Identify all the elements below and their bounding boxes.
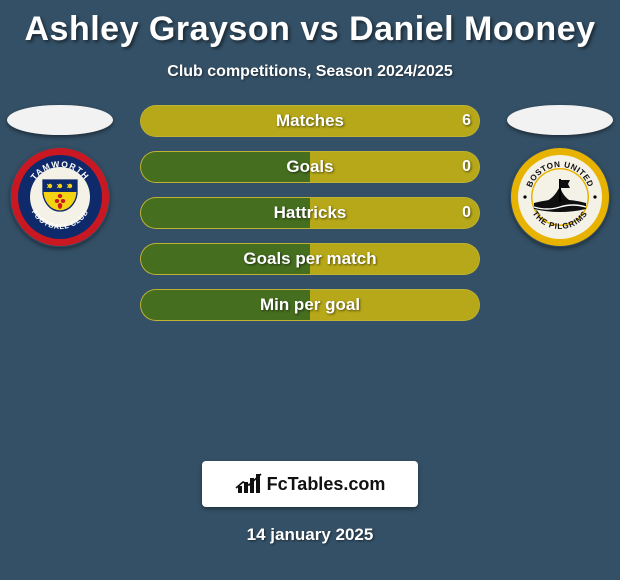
stat-row: Goals per match bbox=[140, 243, 480, 275]
stat-label: Goals per match bbox=[243, 249, 376, 269]
stat-row: 0 Hattricks bbox=[140, 197, 480, 229]
player-right-column: BOSTON UNITED THE PILGRIMS bbox=[500, 105, 620, 247]
player-right-portrait bbox=[507, 105, 613, 135]
stat-label: Goals bbox=[286, 157, 333, 177]
brand-chart-icon bbox=[235, 472, 263, 496]
stat-label: Min per goal bbox=[260, 295, 360, 315]
stats-container: 6 Matches 0 Goals 0 Hattricks Goals per match M… bbox=[140, 105, 480, 321]
date-label: 14 january 2025 bbox=[0, 525, 620, 545]
club-badge-right: BOSTON UNITED THE PILGRIMS bbox=[510, 147, 610, 247]
stat-value-left bbox=[149, 152, 189, 182]
stat-row: Min per goal bbox=[140, 289, 480, 321]
stat-row: 6 Matches bbox=[140, 105, 480, 137]
stat-value-left bbox=[149, 106, 189, 136]
stat-value-left bbox=[149, 290, 189, 320]
stat-value-left bbox=[149, 244, 189, 274]
club-badge-left: TAMWORTH FOOTBALL CLUB bbox=[10, 147, 110, 247]
stat-value-right bbox=[431, 244, 471, 274]
brand-label: FcTables.com bbox=[267, 474, 386, 495]
player-left-portrait bbox=[7, 105, 113, 135]
comparison-layout: TAMWORTH FOOTBALL CLUB BOSTON UNITED bbox=[0, 105, 620, 445]
stat-value-right: 6 bbox=[431, 106, 471, 136]
stat-value-right: 0 bbox=[431, 152, 471, 182]
page-title: Ashley Grayson vs Daniel Mooney bbox=[0, 0, 620, 49]
brand-card[interactable]: FcTables.com bbox=[202, 461, 418, 507]
stat-value-right: 0 bbox=[431, 198, 471, 228]
stat-row: 0 Goals bbox=[140, 151, 480, 183]
subtitle: Club competitions, Season 2024/2025 bbox=[0, 63, 620, 81]
stat-value-left bbox=[149, 198, 189, 228]
stat-label: Matches bbox=[276, 111, 344, 131]
stat-value-right bbox=[431, 290, 471, 320]
player-left-column: TAMWORTH FOOTBALL CLUB bbox=[0, 105, 120, 247]
stat-label: Hattricks bbox=[274, 203, 347, 223]
